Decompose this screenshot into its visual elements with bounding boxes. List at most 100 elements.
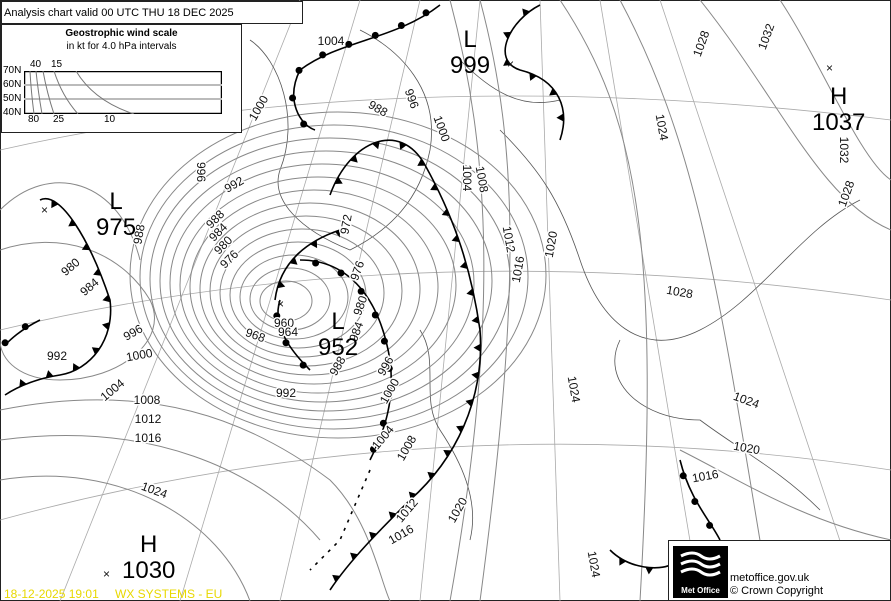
wind-scale-subtitle: in kt for 4.0 hPa intervals bbox=[66, 41, 177, 52]
isobar bbox=[189, 189, 439, 385]
lat-label: 50N bbox=[3, 93, 22, 104]
front-symbol bbox=[471, 315, 480, 324]
isobar-label: 1004 bbox=[318, 34, 345, 48]
isobar-label: 1016 bbox=[509, 255, 527, 284]
coastlines bbox=[249, 29, 861, 541]
front-symbol bbox=[101, 322, 110, 330]
isobar-label: 988 bbox=[130, 223, 147, 245]
isobar-label: 1008 bbox=[134, 393, 161, 407]
front-symbol bbox=[334, 230, 340, 238]
front-symbol bbox=[522, 8, 530, 17]
front-symbol bbox=[1, 339, 9, 347]
centre-cross: × bbox=[507, 57, 514, 71]
front-symbol bbox=[345, 40, 353, 48]
isobar-label: 1024 bbox=[585, 550, 603, 579]
front-symbol bbox=[408, 491, 417, 500]
isobar bbox=[219, 228, 385, 358]
front-symbol bbox=[459, 261, 468, 269]
front-symbol bbox=[102, 294, 111, 303]
front-symbol bbox=[81, 243, 90, 251]
met-office-credit: Met Office metoffice.gov.uk © Crown Copy… bbox=[668, 540, 891, 601]
front-symbol bbox=[319, 51, 327, 59]
isobar-label: 1020 bbox=[542, 230, 560, 259]
isobar bbox=[479, 0, 511, 601]
isobar-label: 1004 bbox=[460, 165, 474, 192]
lat-label: 60N bbox=[3, 79, 22, 90]
isobar-label: 1032 bbox=[837, 137, 851, 164]
front-symbol bbox=[399, 141, 407, 150]
front-symbol bbox=[471, 371, 479, 380]
low-pressure-centre: L 999 bbox=[450, 26, 491, 79]
front-symbol bbox=[277, 280, 286, 289]
isobar bbox=[199, 202, 421, 376]
centre-cross: × bbox=[103, 567, 110, 581]
front-symbol bbox=[369, 531, 377, 540]
low-pressure-centre: L 975 bbox=[96, 188, 137, 241]
front-symbol bbox=[385, 364, 393, 372]
front-symbol bbox=[371, 311, 379, 319]
front-symbol bbox=[273, 312, 281, 320]
front-symbol bbox=[334, 176, 343, 184]
front-symbol bbox=[295, 66, 303, 74]
front-symbol bbox=[93, 268, 102, 276]
front-symbol bbox=[549, 88, 558, 96]
isobar bbox=[159, 150, 493, 412]
front-symbol bbox=[529, 72, 537, 81]
front-symbol bbox=[289, 257, 298, 265]
isobar-label: 960 bbox=[274, 316, 294, 330]
front-symbol bbox=[397, 22, 405, 30]
front-symbol bbox=[282, 339, 290, 347]
waves-icon bbox=[680, 551, 721, 577]
front-symbol bbox=[645, 567, 654, 575]
front-symbol bbox=[349, 154, 358, 163]
isobar bbox=[0, 241, 155, 381]
centre-cross: × bbox=[826, 61, 833, 75]
front-symbol bbox=[556, 113, 564, 122]
front-symbol bbox=[466, 288, 475, 297]
timestamp: 18-12-2025 19:01 bbox=[4, 587, 99, 601]
front-symbol bbox=[72, 363, 80, 372]
isobar bbox=[559, 0, 648, 601]
isobar bbox=[0, 435, 321, 541]
front-symbol bbox=[45, 370, 54, 378]
scale-bottom-label: 25 bbox=[53, 114, 65, 125]
front-symbol bbox=[422, 9, 430, 17]
isobar-label: 1012 bbox=[500, 225, 518, 254]
isobar bbox=[139, 124, 529, 430]
front-symbol bbox=[443, 450, 452, 458]
front-symbol bbox=[299, 361, 307, 369]
isobar bbox=[249, 267, 331, 331]
isobar bbox=[169, 163, 475, 403]
front-symbol bbox=[310, 240, 318, 249]
front-symbol bbox=[289, 94, 297, 102]
front-symbol bbox=[385, 392, 393, 400]
front-symbol bbox=[21, 323, 29, 331]
front-symbol bbox=[503, 58, 512, 66]
front-symbol bbox=[706, 521, 714, 529]
website: metoffice.gov.uk bbox=[730, 572, 810, 584]
front-symbol bbox=[691, 498, 699, 506]
front-symbol bbox=[300, 120, 308, 128]
front-symbol bbox=[19, 379, 27, 388]
isobar bbox=[619, 0, 771, 601]
low-pressure-centre: L 952 bbox=[318, 308, 359, 361]
isobar-label: 972 bbox=[337, 213, 354, 235]
isobar bbox=[779, 0, 891, 181]
wind-scale-title: Geostrophic wind scale bbox=[65, 28, 178, 39]
front-symbol bbox=[456, 425, 465, 433]
front-symbol bbox=[379, 419, 387, 427]
isobar bbox=[679, 449, 891, 541]
isobar bbox=[0, 475, 251, 601]
source-label: WX SYSTEMS - EU bbox=[115, 587, 223, 601]
isobar-label: 992 bbox=[276, 386, 296, 400]
front-symbol bbox=[451, 234, 460, 243]
chart-title: Analysis chart valid 00 UTC THU 18 DEC 2… bbox=[1, 1, 303, 24]
front-symbol bbox=[51, 200, 59, 209]
geostrophic-wind-scale: Geostrophic wind scale in kt for 4.0 hPa… bbox=[1, 24, 242, 133]
wind-scale-graph bbox=[24, 71, 222, 114]
isobar-label: 1008 bbox=[473, 165, 491, 194]
fronts bbox=[1, 4, 721, 591]
isobar-label: 992 bbox=[47, 349, 67, 363]
isobar-label: 1016 bbox=[691, 467, 720, 485]
